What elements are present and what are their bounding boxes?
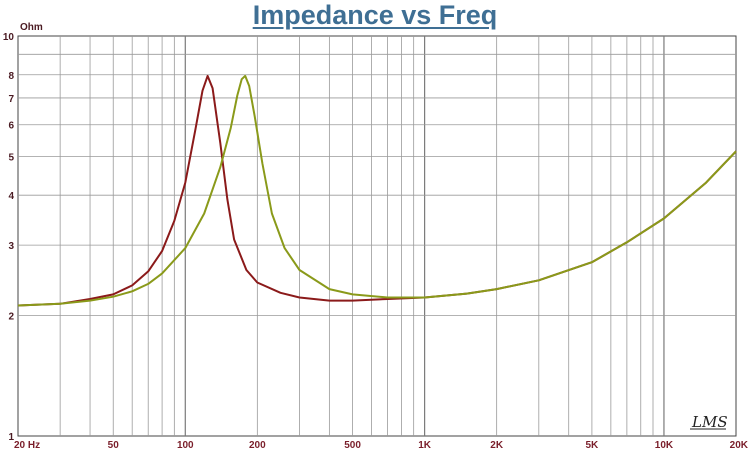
x-tick-label: 50: [108, 440, 120, 450]
series-layer: [17, 74, 737, 307]
lms-logo: LMS: [690, 413, 728, 431]
y-tick-label: 8: [8, 71, 14, 82]
y-tick-label: 1: [8, 432, 14, 443]
y-tick-label: 6: [8, 121, 14, 132]
plot-area: [17, 35, 737, 437]
x-tick-label: 20 Hz: [14, 440, 40, 450]
y-tick-label: 2: [8, 312, 14, 323]
x-tick-label: 200: [249, 440, 266, 450]
y-tick-label: 7: [8, 94, 14, 105]
x-tick-label: 2K: [490, 440, 504, 450]
x-tick-label: 100: [177, 440, 194, 450]
impedance-curve-2: [17, 74, 737, 307]
x-tick-label: 20K: [730, 440, 749, 450]
chart-title: Impedance vs Freq: [252, 0, 498, 30]
x-tick-label: 5K: [586, 440, 600, 450]
grid: [18, 36, 736, 436]
x-tick-label: 500: [344, 440, 361, 450]
tick-labels: 20 Hz 50 100 200 500 1K 2K 5K 10K 20K 1 2 3 4 5 6 7 8 10: [3, 32, 749, 450]
y-tick-label: 4: [8, 191, 14, 202]
y-tick-label: 5: [8, 152, 14, 163]
y-axis-label: Ohm: [20, 22, 43, 33]
x-tick-label: 1K: [418, 440, 432, 450]
x-tick-label: 10K: [655, 440, 674, 450]
y-tick-label: 3: [8, 241, 14, 252]
lms-logo-text: LMS: [691, 413, 728, 431]
y-tick-label: 10: [3, 32, 15, 43]
